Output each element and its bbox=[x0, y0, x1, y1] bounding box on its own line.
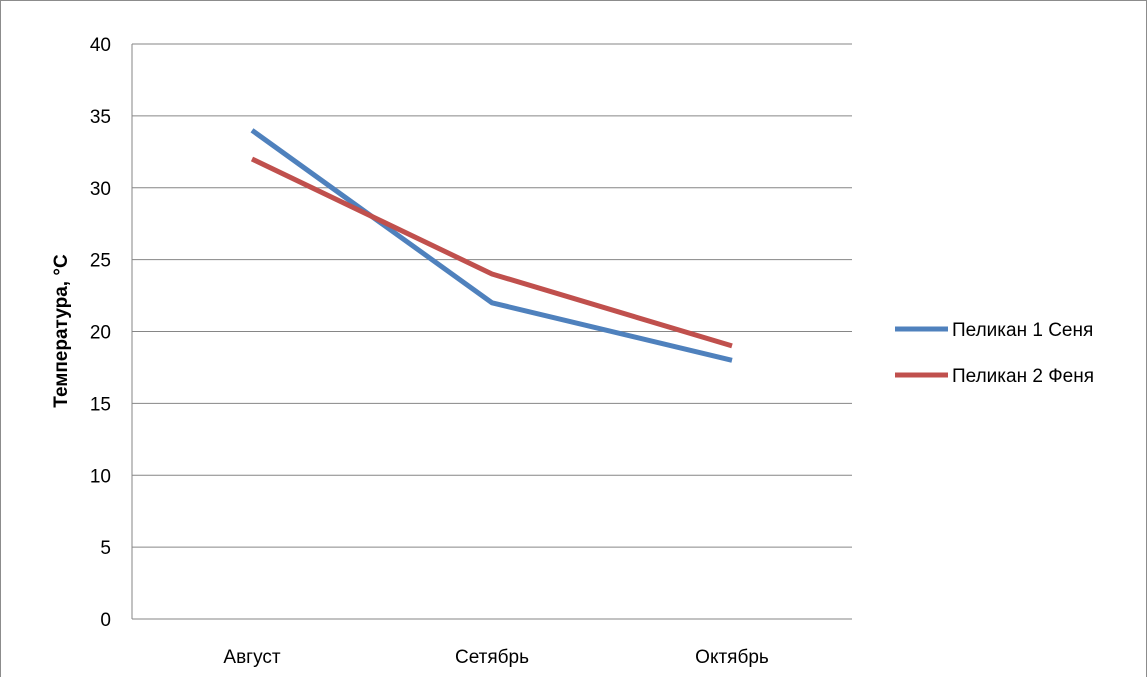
y-tick-label: 5 bbox=[100, 538, 111, 559]
y-tick-label: 10 bbox=[90, 466, 111, 487]
y-tick-label: 40 bbox=[90, 35, 111, 56]
y-axis-ticks: 0 5 10 15 20 25 30 35 40 bbox=[90, 35, 111, 631]
x-tick-label: Октябрь bbox=[695, 647, 769, 668]
legend-label: Пеликан 2 Феня bbox=[952, 366, 1094, 387]
x-axis-ticks: Август Сетябрь Октябрь bbox=[223, 647, 769, 668]
series-lines bbox=[250, 128, 733, 363]
y-tick-label: 15 bbox=[90, 394, 111, 415]
series-line-2 bbox=[250, 156, 733, 349]
gridlines bbox=[132, 43, 852, 620]
series-line-1 bbox=[250, 128, 733, 363]
legend: Пеликан 1 Сеня Пеликан 2 Феня bbox=[895, 320, 1094, 387]
y-tick-label: 25 bbox=[90, 251, 111, 272]
x-tick-label: Август bbox=[223, 647, 280, 668]
y-tick-label: 0 bbox=[100, 610, 111, 631]
legend-label: Пеликан 1 Сеня bbox=[952, 320, 1093, 341]
y-tick-label: 20 bbox=[90, 323, 111, 344]
x-tick-label: Сетябрь bbox=[455, 647, 529, 668]
y-tick-label: 35 bbox=[90, 107, 111, 128]
y-axis-title: Температура, °С bbox=[51, 254, 72, 408]
y-tick-label: 30 bbox=[90, 179, 111, 200]
